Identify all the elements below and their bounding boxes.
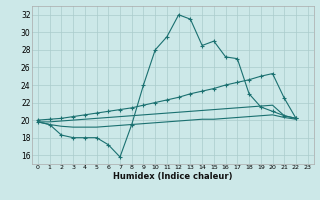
X-axis label: Humidex (Indice chaleur): Humidex (Indice chaleur) [113, 172, 233, 181]
